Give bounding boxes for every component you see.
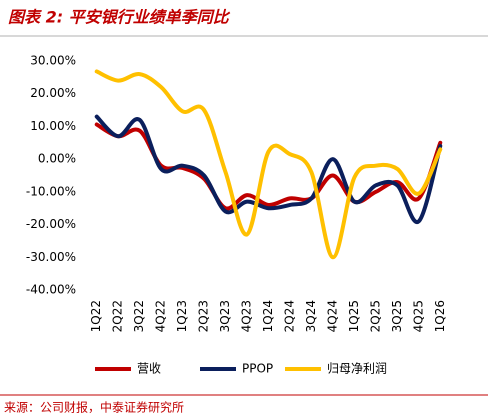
source: 来源：公司财报，中泰证券研究所 [4,400,184,415]
x-tick-label: 4Q22 [154,300,168,332]
x-tick-label: 3Q22 [132,300,146,332]
y-tick-label: 20.00% [30,86,76,100]
y-tick-label: -30.00% [26,250,76,264]
line [94,69,443,260]
y-tick-label: -10.00% [26,184,76,198]
legend-label: PPOP [242,362,273,376]
x-tick-label: 2Q22 [111,300,125,332]
x-tick-label: 4Q23 [240,300,254,332]
line [94,114,443,224]
x-tick-label: 4Q24 [325,300,339,332]
y-tick-label: -40.00% [26,283,76,297]
y-tick-label: 10.00% [30,119,76,133]
x-tick-label: 3Q24 [304,300,318,332]
chart-title: 图表 2: 平安银行业绩单季同比 [8,8,231,27]
x-tick-label: 3Q23 [218,300,232,332]
y-tick-label: 30.00% [30,54,76,68]
x-tick-label: 2Q24 [282,300,296,332]
x-tick-label: 1Q24 [261,300,275,332]
legend-label: 营收 [137,362,161,376]
y-tick-label: 0.00% [38,152,76,166]
y-tick-label: -20.00% [26,217,76,231]
legend-label: 归母净利润 [327,362,387,376]
x-tick-label: 4Q25 [411,300,425,332]
x-tick-label: 1Q26 [433,300,447,332]
x-tick-label: 1Q23 [175,300,189,332]
x-tick-label: 2Q25 [368,300,382,332]
x-tick-label: 3Q25 [390,300,404,332]
x-tick-label: 1Q22 [89,300,103,332]
x-tick-label: 1Q25 [347,300,361,332]
x-tick-label: 2Q23 [197,300,211,332]
